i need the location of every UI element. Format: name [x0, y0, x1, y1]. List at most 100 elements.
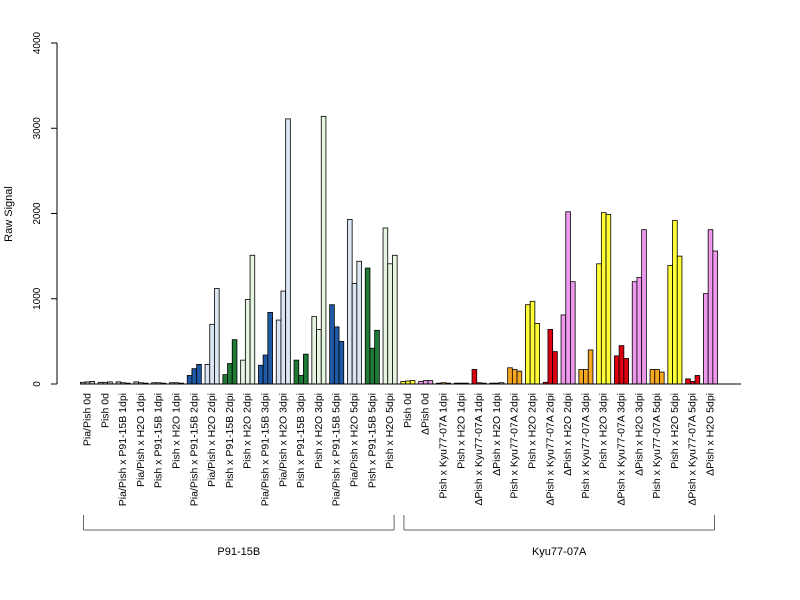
bar — [293, 359, 300, 385]
bar — [333, 326, 340, 385]
bar — [685, 378, 691, 385]
bar — [570, 281, 576, 385]
y-axis-label: Raw Signal — [3, 186, 15, 242]
bar — [694, 375, 701, 385]
y-tick-label: 3000 — [32, 117, 43, 140]
bar — [560, 314, 567, 385]
category-label: Pia/Pish x H2O 3dpi — [277, 393, 289, 487]
bar — [605, 213, 612, 385]
bar — [578, 369, 584, 385]
category-label: Pia/Pish x P91-15B 3dpi — [260, 393, 272, 506]
bar — [507, 367, 513, 385]
bar — [231, 339, 238, 385]
category-label: Pia/Pish x P91-15B 1dpi — [117, 393, 129, 506]
category-label: Pish x H2O 5dpi — [384, 393, 396, 469]
category-label: Pia/Pish x H2O 5dpi — [349, 393, 361, 487]
category-label: Pish x P91-15B 2dpi — [224, 393, 236, 488]
y-tick-label: 1000 — [32, 287, 43, 310]
category-label: Pia/Pish x H2O 2dpi — [206, 393, 218, 487]
category-label: Pish x P91-15B 5dpi — [366, 393, 378, 488]
bar — [649, 369, 656, 385]
category-label: Pish x Kyu77-07A 3dpi — [580, 393, 592, 499]
bar — [303, 353, 309, 385]
category-label: ΔPish x H2O 1dpi — [491, 393, 503, 476]
category-label: Pish x H2O 3dpi — [598, 393, 610, 469]
bar — [280, 290, 287, 385]
bars — [80, 115, 718, 385]
bar — [667, 265, 673, 385]
bar — [600, 212, 607, 385]
bar — [614, 355, 620, 385]
category-label: Pish x H2O 3dpi — [313, 393, 325, 469]
category-label: Pish x H2O 1dpi — [171, 393, 183, 469]
bar — [654, 369, 660, 385]
bar — [511, 369, 518, 385]
bar — [707, 229, 714, 385]
bar — [409, 380, 416, 385]
bar — [209, 323, 215, 385]
y-axis: 0 1000 2000 3000 4000 — [32, 31, 58, 387]
bar — [583, 369, 589, 385]
bar — [374, 329, 380, 385]
category-label: Pish x Kyu77-07A 1dpi — [438, 393, 450, 499]
category-label: Pia/Pish x P91-15B 5dpi — [331, 393, 343, 506]
bar — [587, 349, 594, 385]
bar — [262, 354, 269, 385]
y-tick-label: 0 — [32, 381, 43, 387]
bar — [387, 263, 393, 385]
category-label: Pish x P91-15B 1dpi — [153, 393, 165, 488]
category-label: ΔPish x Kyu77-07A 2dpi — [544, 393, 556, 506]
bar — [214, 288, 220, 385]
bar — [422, 380, 429, 385]
bar — [275, 319, 282, 385]
y-tick-label: 4000 — [32, 31, 43, 54]
bar — [244, 299, 251, 385]
category-label: ΔPish x H2O 3dpi — [633, 393, 645, 476]
bar — [204, 363, 211, 385]
bar — [316, 329, 322, 385]
bar — [382, 227, 389, 385]
y-tick-label: 2000 — [32, 202, 43, 225]
bar — [552, 351, 558, 385]
group-label: Kyu77-07A — [532, 546, 587, 558]
bar — [636, 277, 643, 385]
bar — [249, 254, 256, 385]
group-label: P91-15B — [217, 546, 260, 558]
category-label: Pish x P91-15B 3dpi — [295, 393, 307, 488]
category-label: Pish x Kyu77-07A 5dpi — [651, 393, 663, 499]
bar — [338, 340, 345, 385]
bar — [320, 115, 327, 385]
category-label: Pish 0d — [99, 393, 111, 428]
bar — [347, 219, 353, 385]
category-label: ΔPish x Kyu77-07A 5dpi — [687, 393, 699, 506]
category-label: Pish 0d — [402, 393, 414, 428]
bar — [516, 370, 523, 385]
bar — [618, 345, 625, 385]
bar — [258, 364, 264, 385]
bar — [356, 260, 362, 385]
category-labels: Pia/Pish 0d Pish 0d Pia/Pish x P91-15B 1dp… — [82, 393, 717, 506]
bar — [267, 311, 273, 385]
group-brackets: P91-15B Kyu77-07A — [83, 515, 715, 558]
bar — [427, 380, 434, 385]
bar — [186, 375, 193, 385]
bar — [285, 118, 291, 385]
bar — [369, 347, 376, 385]
bar — [596, 263, 602, 385]
category-label: ΔPish x Kyu77-07A 3dpi — [616, 393, 628, 506]
category-label: Pia/Pish x P91-15B 2dpi — [188, 393, 200, 506]
category-label: Pish x H2O 2dpi — [527, 393, 539, 469]
bar — [672, 219, 678, 385]
bar — [222, 374, 228, 385]
bar — [364, 267, 371, 385]
category-label: Pish x Kyu77-07A 2dpi — [509, 393, 521, 499]
bar — [712, 250, 718, 385]
bar — [196, 363, 202, 385]
category-label: ΔPish x H2O 5dpi — [705, 393, 717, 476]
bar — [329, 304, 335, 385]
category-label: Pia/Pish 0d — [82, 393, 94, 446]
bar — [240, 359, 246, 385]
bar — [547, 329, 554, 385]
bar — [534, 323, 540, 385]
